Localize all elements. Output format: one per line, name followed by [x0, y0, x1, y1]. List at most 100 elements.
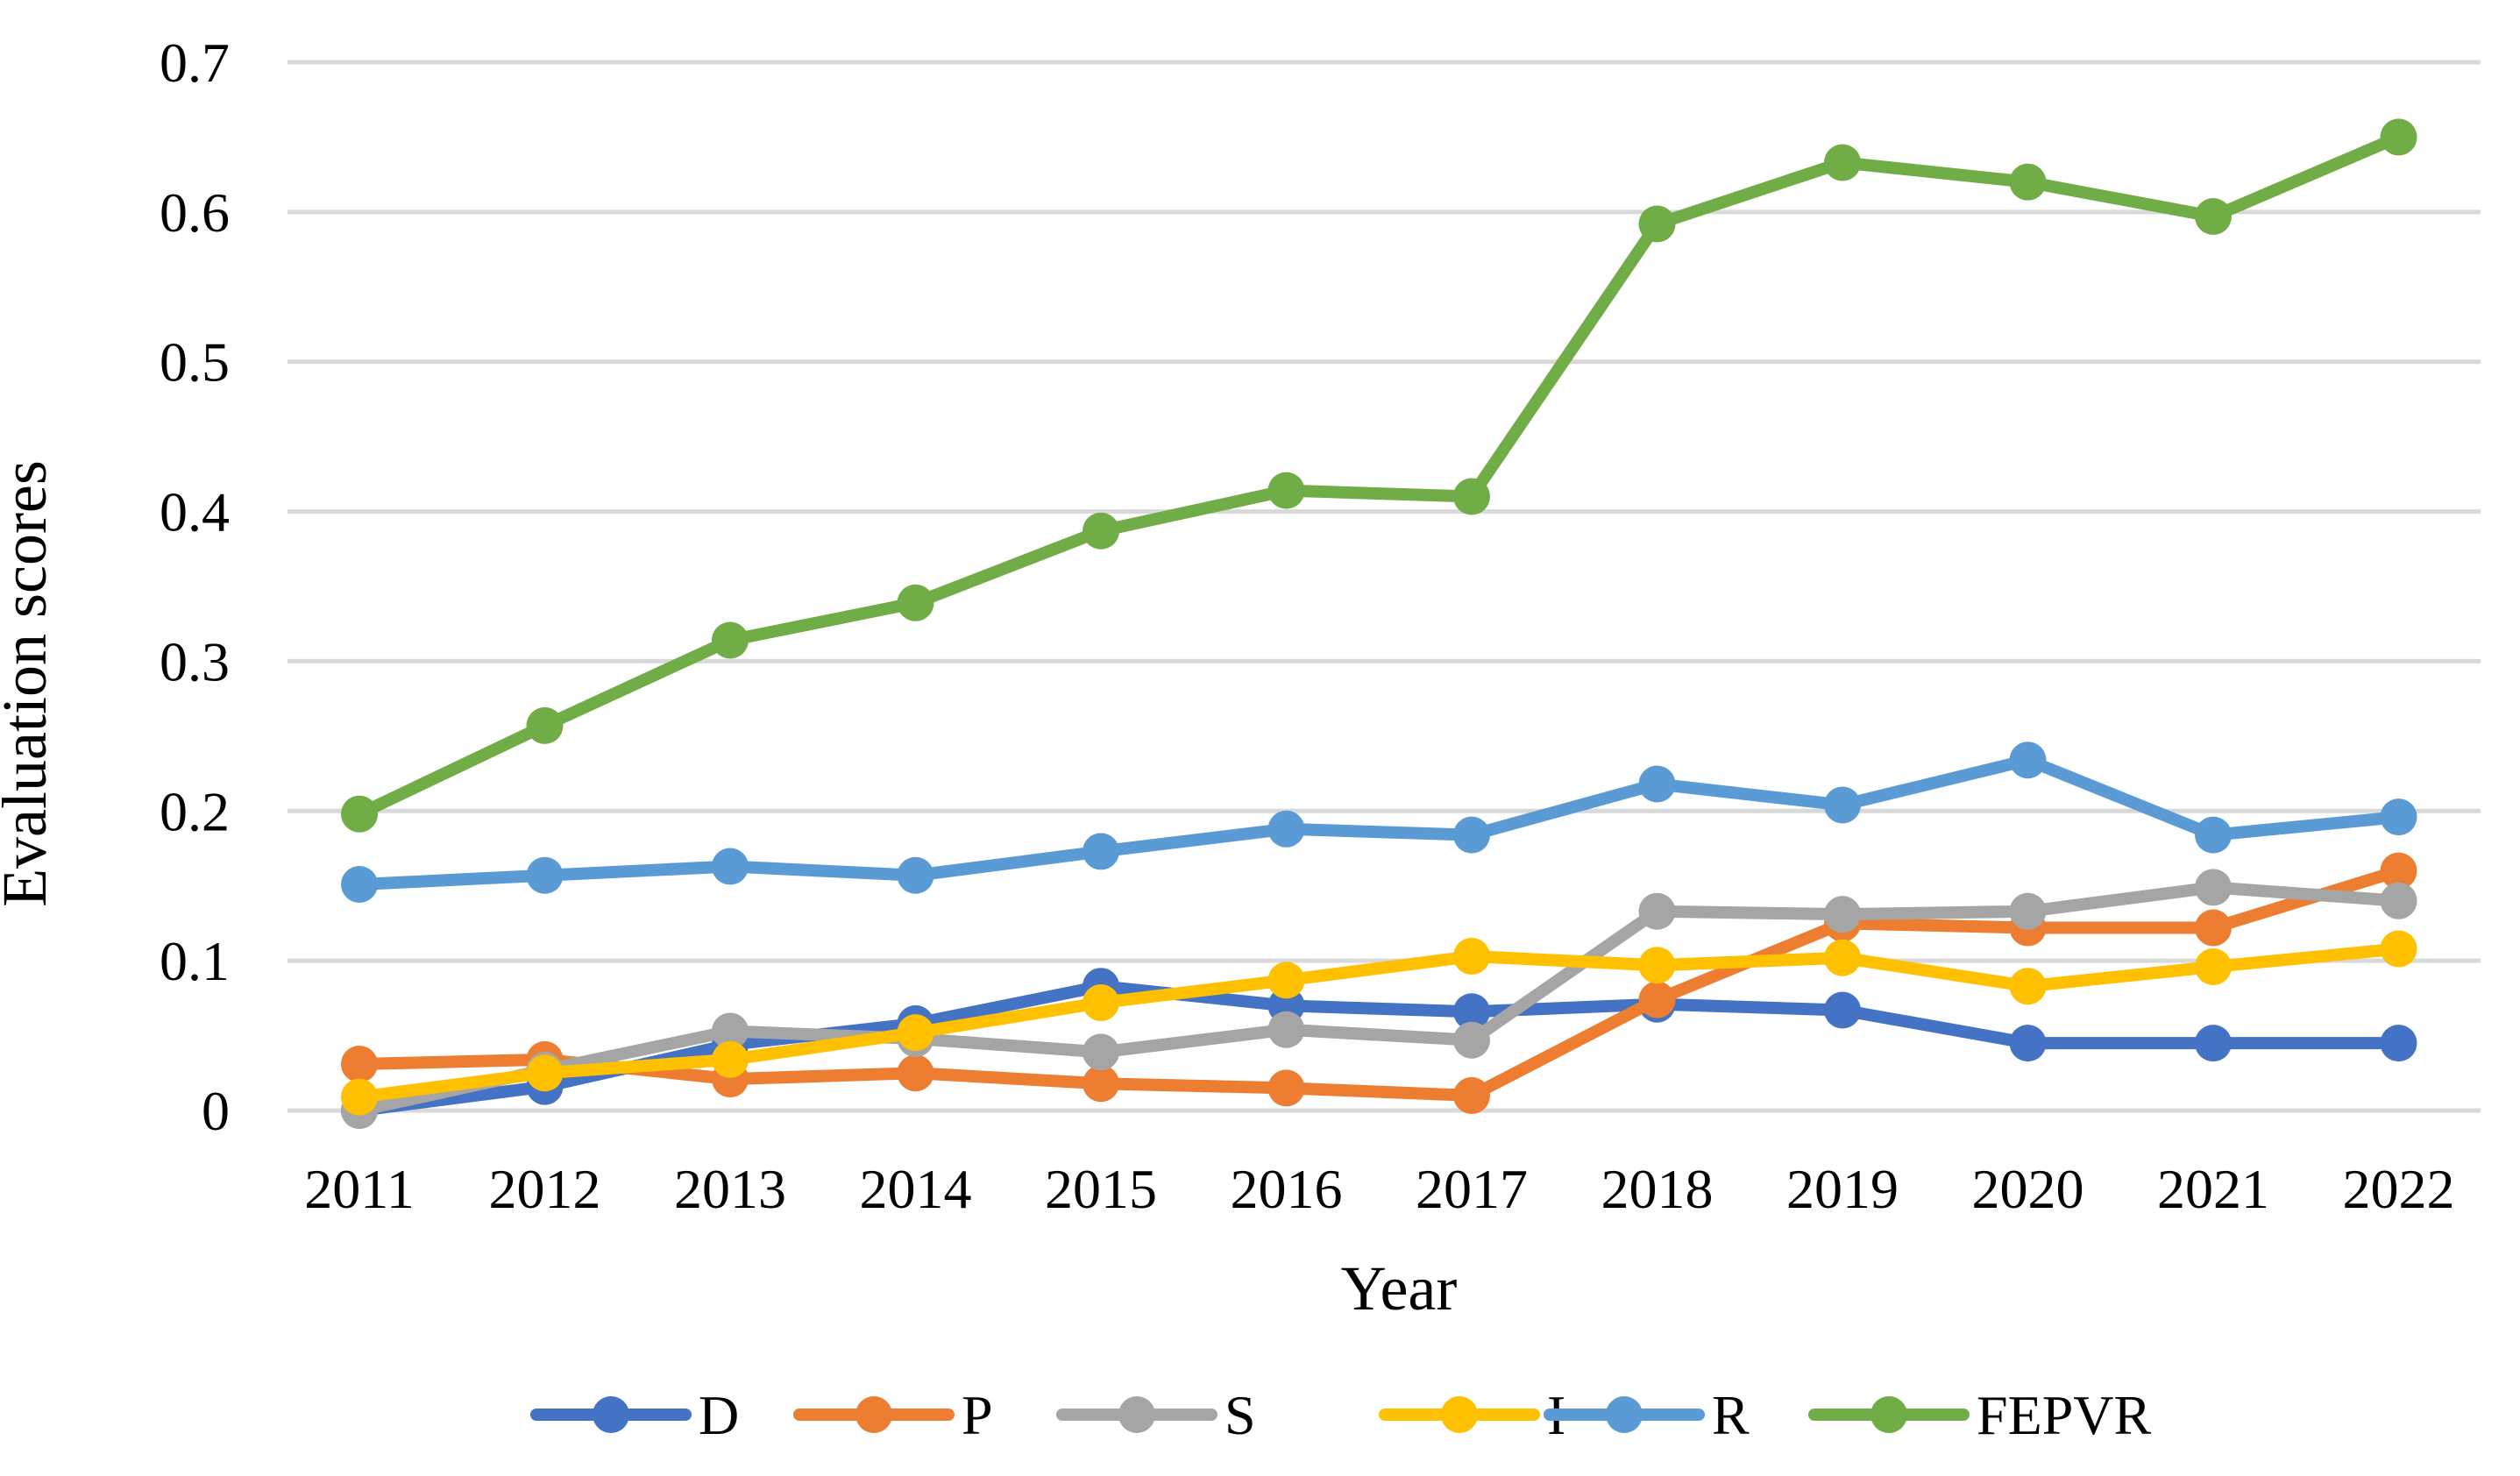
- data-point: [1083, 833, 1119, 870]
- data-point: [2380, 930, 2417, 968]
- data-point: [1638, 205, 1676, 243]
- data-point: [341, 795, 378, 833]
- data-point: [897, 1054, 934, 1092]
- data-point: [2380, 798, 2417, 836]
- data-point: [1638, 892, 1676, 930]
- data-point: [2195, 947, 2232, 985]
- x-tick-label: 2017: [1416, 1158, 1528, 1220]
- data-point: [1638, 765, 1676, 803]
- series-group: [341, 118, 2417, 1129]
- data-point: [1824, 896, 1861, 933]
- legend-item-r: R: [1544, 1384, 1750, 1446]
- series-r: [341, 742, 2417, 904]
- data-point: [712, 1012, 749, 1050]
- series-line-d: [353, 980, 2405, 1117]
- data-point: [1267, 472, 1305, 509]
- data-point: [897, 584, 934, 621]
- data-point: [2195, 197, 2232, 235]
- data-point: [1638, 981, 1676, 1018]
- data-point: [1083, 1065, 1119, 1103]
- y-tick-label: 0.2: [160, 780, 230, 842]
- data-point: [1267, 1011, 1305, 1048]
- x-tick-label: 2020: [1972, 1158, 2084, 1220]
- legend-item-d: D: [530, 1384, 739, 1446]
- y-axis-ticks: 0 0.1 0.2 0.3 0.4 0.5 0.6 0.7: [160, 32, 230, 1142]
- data-point: [1453, 938, 1490, 976]
- y-tick-label: 0.7: [160, 32, 230, 94]
- data-point: [526, 706, 564, 744]
- data-point: [2380, 1025, 2417, 1062]
- data-point: [341, 1078, 378, 1116]
- legend-item-fepvr: FEPVR: [1808, 1384, 2152, 1446]
- x-tick-label: 2012: [489, 1158, 601, 1220]
- data-point: [2380, 882, 2417, 919]
- data-point: [1453, 1076, 1490, 1114]
- y-tick-label: 0.1: [160, 930, 230, 992]
- legend-swatch-marker: [1441, 1396, 1478, 1433]
- data-point: [526, 856, 564, 894]
- legend-label: D: [699, 1384, 739, 1446]
- legend-item-s: S: [1056, 1384, 1256, 1446]
- x-tick-label: 2018: [1601, 1158, 1714, 1220]
- series-line-p: [353, 864, 2405, 1102]
- series-fepvr: [341, 118, 2417, 833]
- x-tick-label: 2022: [2343, 1158, 2455, 1220]
- data-point: [712, 1040, 749, 1078]
- data-point: [1453, 993, 1490, 1031]
- data-point: [2195, 909, 2232, 947]
- legend-label: FEPVR: [1977, 1384, 2152, 1446]
- legend-swatch-marker: [1606, 1396, 1643, 1433]
- series-line-i: [353, 942, 2405, 1103]
- x-axis-ticks: 2011 2012 2013 2014 2015 2016 2017 2018 2019 2020…: [304, 1158, 2454, 1220]
- series-line-fepvr: [353, 131, 2405, 820]
- data-point: [712, 848, 749, 885]
- data-point: [526, 1054, 564, 1092]
- data-point: [1453, 1021, 1490, 1059]
- data-point: [1083, 1033, 1119, 1071]
- data-point: [897, 856, 934, 894]
- y-tick-label: 0.5: [160, 331, 230, 394]
- y-tick-label: 0.4: [160, 481, 230, 543]
- x-tick-label: 2015: [1045, 1158, 1157, 1220]
- x-tick-label: 2021: [2157, 1158, 2269, 1220]
- x-axis-title: Year: [1341, 1253, 1458, 1323]
- legend-label: R: [1712, 1384, 1750, 1446]
- series-line-s: [353, 881, 2405, 1117]
- data-point: [2009, 968, 2047, 1005]
- series-p: [341, 852, 2417, 1114]
- legend-label: P: [962, 1384, 993, 1446]
- series-line-r: [353, 754, 2405, 891]
- y-axis-title: Evaluation scores: [0, 460, 60, 907]
- x-tick-label: 2013: [674, 1158, 786, 1220]
- data-point: [1824, 939, 1861, 976]
- legend: D P S I R FEPVR: [530, 1384, 2152, 1446]
- data-point: [1267, 810, 1305, 848]
- data-point: [341, 1046, 378, 1083]
- x-tick-label: 2014: [860, 1158, 972, 1220]
- data-point: [2009, 892, 2047, 930]
- data-point: [1824, 786, 1861, 824]
- data-point: [2009, 163, 2047, 201]
- y-tick-label: 0.3: [160, 630, 230, 692]
- data-point: [2009, 742, 2047, 779]
- data-point: [1824, 144, 1861, 181]
- x-tick-label: 2011: [304, 1158, 415, 1220]
- data-point: [2195, 1025, 2232, 1062]
- data-point: [2380, 118, 2417, 156]
- x-tick-label: 2019: [1786, 1158, 1899, 1220]
- data-point: [712, 621, 749, 659]
- gridlines: [287, 60, 2481, 1113]
- x-tick-label: 2016: [1231, 1158, 1343, 1220]
- legend-swatch-marker: [1870, 1396, 1907, 1433]
- data-point: [1267, 1069, 1305, 1107]
- data-point: [2195, 816, 2232, 854]
- legend-item-p: P: [793, 1384, 993, 1446]
- legend-item-i: I: [1379, 1384, 1565, 1446]
- data-point: [1453, 478, 1490, 515]
- y-tick-label: 0.6: [160, 181, 230, 244]
- data-point: [1083, 983, 1119, 1021]
- data-point: [1453, 816, 1490, 854]
- data-point: [1083, 512, 1119, 550]
- data-point: [2195, 869, 2232, 906]
